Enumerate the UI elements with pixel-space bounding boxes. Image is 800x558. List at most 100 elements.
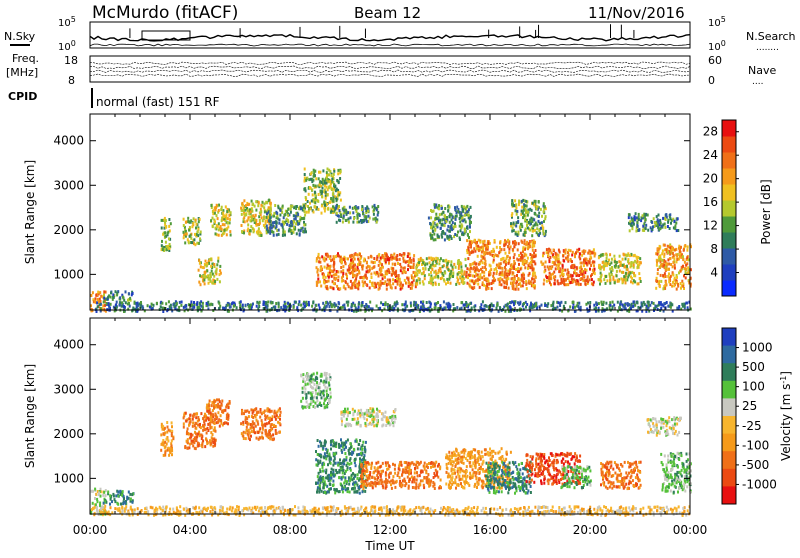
heatmap-cell (222, 410, 224, 413)
heatmap-cell (227, 222, 229, 225)
heatmap-cell (592, 283, 594, 286)
heatmap-cell (220, 422, 222, 425)
heatmap-cell (548, 250, 550, 253)
heatmap-cell (492, 248, 494, 251)
y-tick-label: 2000 (53, 223, 84, 237)
heatmap-cell (291, 205, 293, 208)
heatmap-cell (675, 222, 677, 225)
heatmap-cell (676, 229, 678, 232)
heatmap-cell (190, 234, 192, 237)
heatmap-cell (665, 275, 667, 278)
heatmap-cell (217, 260, 219, 263)
heatmap-cell (337, 169, 339, 172)
heatmap-cell (496, 272, 498, 275)
heatmap-cell (218, 228, 220, 231)
heatmap-cell (451, 227, 453, 230)
heatmap-cell (142, 307, 144, 310)
heatmap-cell (198, 306, 200, 309)
heatmap-cell (109, 494, 111, 497)
heatmap-cell (473, 282, 475, 285)
heatmap-cell (396, 254, 398, 257)
heatmap-cell (613, 255, 615, 258)
heatmap-cell (199, 274, 201, 277)
heatmap-cell (270, 220, 272, 223)
heatmap-cell (205, 260, 207, 263)
velocity-features (90, 372, 692, 517)
heatmap-cell (99, 504, 101, 507)
heatmap-cell (510, 301, 512, 304)
heatmap-cell (523, 233, 525, 236)
heatmap-cell (169, 247, 171, 250)
heatmap-cell (447, 268, 449, 271)
heatmap-cell (367, 210, 369, 213)
heatmap-cell (358, 306, 360, 309)
heatmap-cell (371, 261, 373, 264)
heatmap-cell (387, 279, 389, 282)
heatmap-cell (341, 260, 343, 263)
nsearch-scale-top: 105 (708, 15, 726, 29)
heatmap-cell (512, 241, 514, 244)
heatmap-cell (572, 274, 574, 277)
heatmap-cell (171, 434, 173, 437)
heatmap-cell (368, 256, 370, 259)
heatmap-cell (298, 300, 300, 303)
heatmap-cell (316, 283, 318, 286)
heatmap-cell (115, 290, 117, 293)
heatmap-cell (470, 263, 472, 266)
heatmap-cell (385, 272, 387, 275)
heatmap-cell (551, 252, 553, 255)
heatmap-cell (119, 301, 121, 304)
heatmap-cell (363, 258, 365, 261)
heatmap-cell (545, 230, 547, 233)
heatmap-cell (313, 170, 315, 173)
heatmap-cell (327, 193, 329, 196)
heatmap-cell (271, 230, 273, 233)
heatmap-cell (248, 203, 250, 206)
heatmap-cell (257, 431, 259, 434)
heatmap-cell (676, 276, 678, 279)
heatmap-cell (248, 429, 250, 432)
heatmap-cell (165, 226, 167, 229)
heatmap-cell (279, 214, 281, 217)
heatmap-cell (522, 303, 524, 306)
heatmap-cell (216, 263, 218, 266)
heatmap-cell (173, 305, 175, 308)
heatmap-cell (399, 253, 401, 256)
heatmap-cell (208, 262, 210, 265)
heatmap-cell (663, 255, 665, 258)
heatmap-cell (520, 229, 522, 232)
heatmap-cell (342, 269, 344, 272)
heatmap-cell (532, 230, 534, 233)
heatmap-cell (440, 257, 442, 260)
heatmap-cell (168, 300, 170, 303)
nave-tick-bottom: 0 (708, 74, 715, 87)
heatmap-cell (214, 439, 216, 442)
heatmap-cell (523, 214, 525, 217)
heatmap-cell (526, 221, 528, 224)
heatmap-cell (210, 431, 212, 434)
heatmap-cell (342, 306, 344, 309)
heatmap-cell (592, 269, 594, 272)
heatmap-cell (295, 215, 297, 218)
heatmap-cell (647, 301, 649, 304)
heatmap-cell (333, 183, 335, 186)
heatmap-cell (271, 227, 273, 230)
heatmap-cell (634, 304, 636, 307)
heatmap-cell (638, 272, 640, 275)
heatmap-cell (438, 204, 440, 207)
heatmap-cell (403, 252, 405, 255)
heatmap-cell (555, 256, 557, 259)
heatmap-cell (645, 224, 647, 227)
heatmap-cell (280, 411, 282, 414)
heatmap-cell (465, 220, 467, 223)
heatmap-cell (441, 219, 443, 222)
heatmap-cell (514, 275, 516, 278)
heatmap-cell (563, 260, 565, 263)
heatmap-cell (224, 229, 226, 232)
heatmap-cell (156, 302, 158, 305)
heatmap-cell (353, 283, 355, 286)
beam-title: Beam 12 (354, 4, 421, 22)
heatmap-cell (623, 278, 625, 281)
heatmap-cell (315, 185, 317, 188)
heatmap-cell (321, 195, 323, 198)
